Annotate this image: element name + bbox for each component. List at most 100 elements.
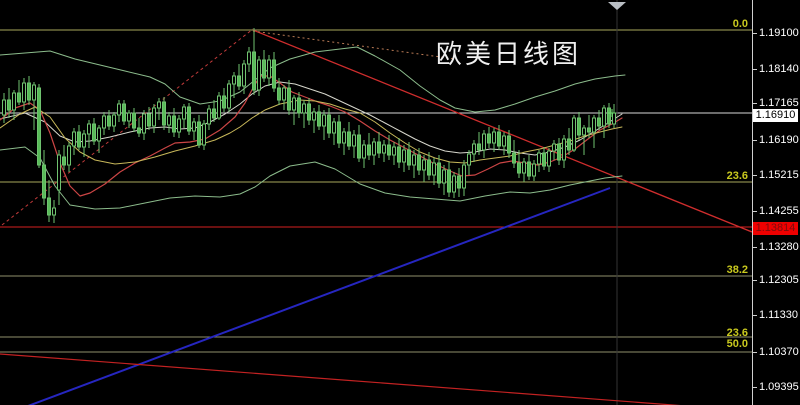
candle-body [42, 164, 46, 199]
chart-canvas[interactable] [0, 0, 752, 405]
candle-body [412, 154, 416, 166]
axis-price-label: 1.16190 [759, 134, 799, 146]
candle-body [112, 114, 116, 127]
candle-body [457, 175, 461, 189]
candle-body [432, 162, 436, 176]
axis-tick [753, 352, 757, 353]
axis-tick [753, 103, 757, 104]
trendline [252, 29, 752, 233]
candle-body [287, 87, 291, 111]
candle-body [392, 146, 396, 156]
candle-body [407, 149, 411, 166]
candle-body [537, 152, 541, 165]
candle-body [372, 141, 376, 156]
candle-body [312, 111, 316, 121]
candle-body [382, 144, 386, 154]
candle-body [192, 121, 196, 132]
candle-body [97, 127, 101, 142]
candle-body [582, 127, 586, 136]
price-axis: 1.19100 1.18140 1.17165 1.16190 1.15215 1.142… [753, 0, 800, 405]
trendline [0, 353, 681, 405]
axis-price-label: 1.14255 [759, 205, 799, 217]
candle-body [277, 87, 281, 101]
candle-body [227, 83, 231, 109]
candle-body [477, 143, 481, 151]
candle-body [157, 101, 161, 109]
candle-body [592, 117, 596, 133]
axis-price-label: 1.11330 [759, 309, 798, 321]
candle-body [542, 152, 546, 167]
trendline [27, 187, 611, 405]
candle-body [322, 114, 326, 127]
candle-body [77, 131, 81, 148]
candle-body [232, 75, 236, 85]
axis-price-label: 1.12305 [759, 274, 799, 286]
candle-body [577, 117, 581, 136]
candle-body [162, 101, 166, 126]
candle-body [7, 99, 11, 111]
candle-body [327, 114, 331, 134]
candle-body [447, 169, 451, 193]
axis-tick [753, 387, 757, 388]
candle-body [177, 118, 181, 133]
candle-body [332, 121, 336, 134]
candle-body [262, 59, 266, 79]
axis-price-label: 1.18140 [759, 63, 799, 75]
candle-body [172, 115, 176, 133]
axis-price-label: 1.10370 [759, 346, 799, 358]
candle-body [452, 175, 456, 193]
candle-body [547, 150, 551, 167]
candle-body [567, 138, 571, 151]
fib-level-label: 38.2 [726, 264, 748, 276]
candle-body [417, 154, 421, 171]
candle-body [507, 135, 511, 154]
ma-slow-yellow-line [0, 99, 623, 165]
chart-title: 欧美日线图 [436, 40, 582, 69]
candle-body [67, 145, 71, 166]
candle-body [207, 108, 211, 125]
candle-body [27, 82, 31, 101]
candle-body [242, 63, 246, 87]
candle-body [182, 106, 186, 120]
candle-body [367, 144, 371, 156]
candle-body [282, 87, 286, 101]
candle-body [427, 159, 431, 176]
candle-body [337, 121, 341, 144]
candle-body [82, 133, 86, 148]
chart-plot-area[interactable]: 欧美日线图 [0, 0, 753, 405]
candle-body [47, 197, 51, 216]
candle-body [377, 141, 381, 154]
candle-body [482, 133, 486, 151]
candle-body [422, 159, 426, 171]
candle-body [202, 123, 206, 146]
candle-body [517, 162, 521, 174]
candle-body [502, 135, 506, 147]
candle-body [587, 127, 591, 133]
candle-body [297, 97, 301, 114]
candle-body [492, 131, 496, 144]
axis-tick [753, 247, 757, 248]
candle-body [572, 117, 576, 151]
candle-body [317, 111, 321, 127]
candle-body [462, 164, 466, 189]
time-marker-triangle-icon [608, 2, 626, 10]
candle-body [487, 133, 491, 144]
candle-body [402, 149, 406, 163]
candle-body [292, 97, 296, 111]
candle-body [22, 82, 26, 103]
candle-body [212, 108, 216, 119]
candle-body [237, 75, 241, 87]
candle-body [352, 134, 356, 147]
candle-body [132, 112, 136, 129]
candle-body [552, 143, 556, 152]
axis-tick [753, 69, 757, 70]
candle-body [257, 59, 261, 91]
candle-body [92, 123, 96, 142]
bollinger-lower-line [0, 146, 623, 210]
candle-body [252, 51, 256, 91]
candle-body [117, 103, 121, 116]
candle-body [167, 115, 171, 126]
axis-price-label: 1.13280 [759, 241, 799, 253]
candle-body [147, 113, 151, 127]
candle-body [107, 115, 111, 127]
